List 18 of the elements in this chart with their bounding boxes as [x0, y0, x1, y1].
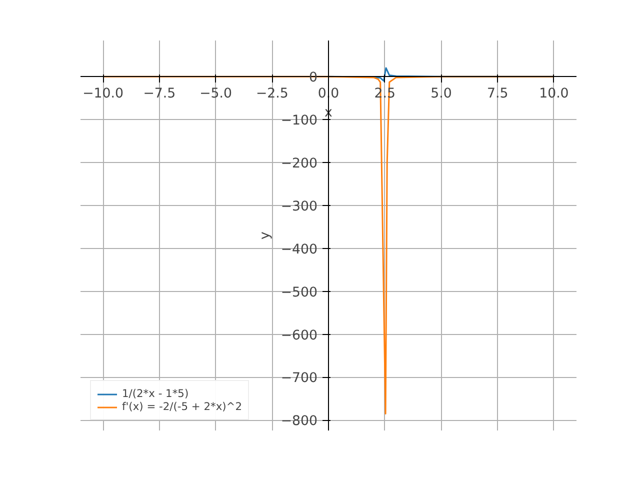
x-tick-label: 7.5 [486, 86, 508, 102]
y-tick-label: −800 [280, 414, 318, 430]
legend-label: 1/(2*x - 1*5) [122, 387, 189, 400]
y-axis-title: y [258, 231, 273, 240]
x-tick-label: 5.0 [430, 86, 452, 102]
y-tick-label: −500 [280, 285, 318, 300]
legend-label: f'(x) = -2/(-5 + 2*x)^2 [122, 400, 242, 413]
y-tick-label: −200 [280, 156, 318, 172]
y-tick-label: −300 [280, 199, 318, 214]
y-tick-label: −100 [280, 114, 318, 129]
x-tick-label: 10.0 [539, 86, 569, 102]
y-tick-label: −400 [280, 242, 318, 258]
x-tick-label: −7.5 [143, 86, 176, 102]
x-tick-label: −2.5 [256, 86, 288, 102]
x-tick-label: −5.0 [200, 86, 232, 102]
x-tick-label: −10.0 [82, 86, 124, 102]
y-tick-label: −700 [280, 371, 318, 386]
y-tick-label: −600 [280, 328, 318, 344]
